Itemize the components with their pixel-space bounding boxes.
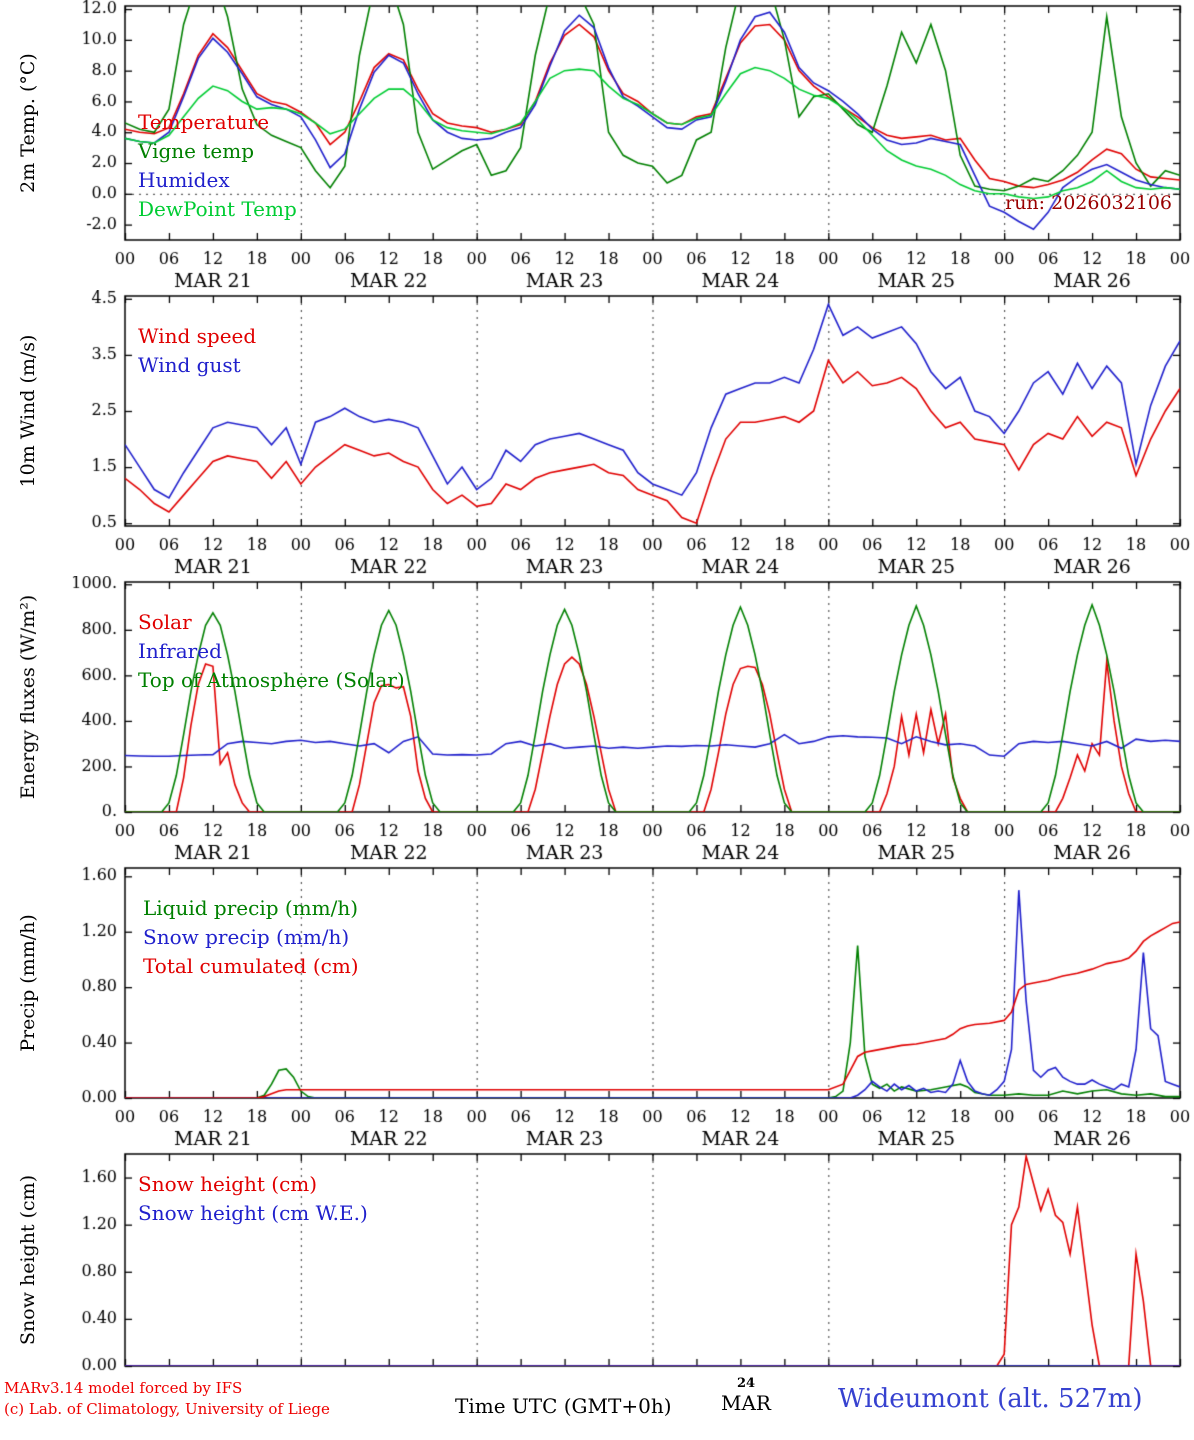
legend-solar: Solar [138, 610, 192, 634]
legend-snow-height: Snow height (cm) [138, 1172, 318, 1196]
legend-vigne-temp: Vigne temp [138, 139, 255, 163]
credit-line-2: (c) Lab. of Climatology, University of L… [4, 1400, 330, 1418]
precip-y-axis-title: Precip (mm/h) [17, 914, 39, 1052]
precip-panel: Precip (mm/h) Liquid precip (mm/h) Snow … [0, 862, 1194, 1148]
precip-legend: Liquid precip (mm/h) Snow precip (mm/h) … [143, 894, 359, 981]
precip-chart-canvas [0, 862, 1194, 1148]
legend-dewpoint-temp: DewPoint Temp [138, 197, 297, 221]
x-axis-day-month: MAR [721, 1391, 771, 1415]
snow-y-axis-title: Snow height (cm) [17, 1174, 39, 1346]
legend-infrared: Infrared [138, 639, 222, 663]
legend-humidex: Humidex [138, 168, 230, 192]
legend-temperature: Temperature [138, 110, 270, 134]
temperature-panel: 2m Temp. (°C) Temperature Vigne temp Hum… [0, 0, 1194, 290]
legend-liquid-precip: Liquid precip (mm/h) [143, 896, 359, 920]
legend-top-of-atmosphere: Top of Atmosphere (Solar) [138, 668, 405, 692]
station-label: Wideumont (alt. 527m) [838, 1384, 1143, 1414]
energy-y-axis-title: Energy fluxes (W/m²) [17, 594, 39, 800]
temperature-y-axis-title: 2m Temp. (°C) [17, 53, 39, 193]
footer: MARv3.14 model forced by IFS (c) Lab. of… [0, 1374, 1194, 1436]
legend-snow-precip: Snow precip (mm/h) [143, 925, 350, 949]
run-label: run: 2026032106 [1005, 192, 1172, 214]
x-axis-day-number: 24 [736, 1376, 756, 1391]
snow-panel: Snow height (cm) Snow height (cm) Snow h… [0, 1148, 1194, 1374]
wind-chart-canvas [0, 290, 1194, 576]
temperature-legend: Temperature Vigne temp Humidex DewPoint … [138, 108, 297, 224]
wind-y-axis-title: 10m Wind (m/s) [17, 334, 39, 488]
snow-chart-canvas [0, 1148, 1194, 1374]
credit-line-1: MARv3.14 model forced by IFS [4, 1379, 243, 1397]
energy-legend: Solar Infrared Top of Atmosphere (Solar) [138, 608, 405, 695]
snow-legend: Snow height (cm) Snow height (cm W.E.) [138, 1170, 368, 1228]
legend-total-cumulated: Total cumulated (cm) [143, 954, 359, 978]
wind-legend: Wind speed Wind gust [138, 322, 256, 380]
legend-wind-gust: Wind gust [138, 353, 241, 377]
energy-chart-canvas [0, 576, 1194, 862]
legend-snow-height-we: Snow height (cm W.E.) [138, 1201, 368, 1225]
credits: MARv3.14 model forced by IFS (c) Lab. of… [4, 1378, 330, 1420]
wind-panel: 10m Wind (m/s) Wind speed Wind gust [0, 290, 1194, 576]
x-axis-caption: Time UTC (GMT+0h) [455, 1394, 672, 1418]
energy-panel: Energy fluxes (W/m²) Solar Infrared Top … [0, 576, 1194, 862]
temperature-chart-canvas [0, 0, 1194, 290]
legend-wind-speed: Wind speed [138, 324, 257, 348]
x-axis-day-block: 24 MAR [716, 1376, 776, 1415]
